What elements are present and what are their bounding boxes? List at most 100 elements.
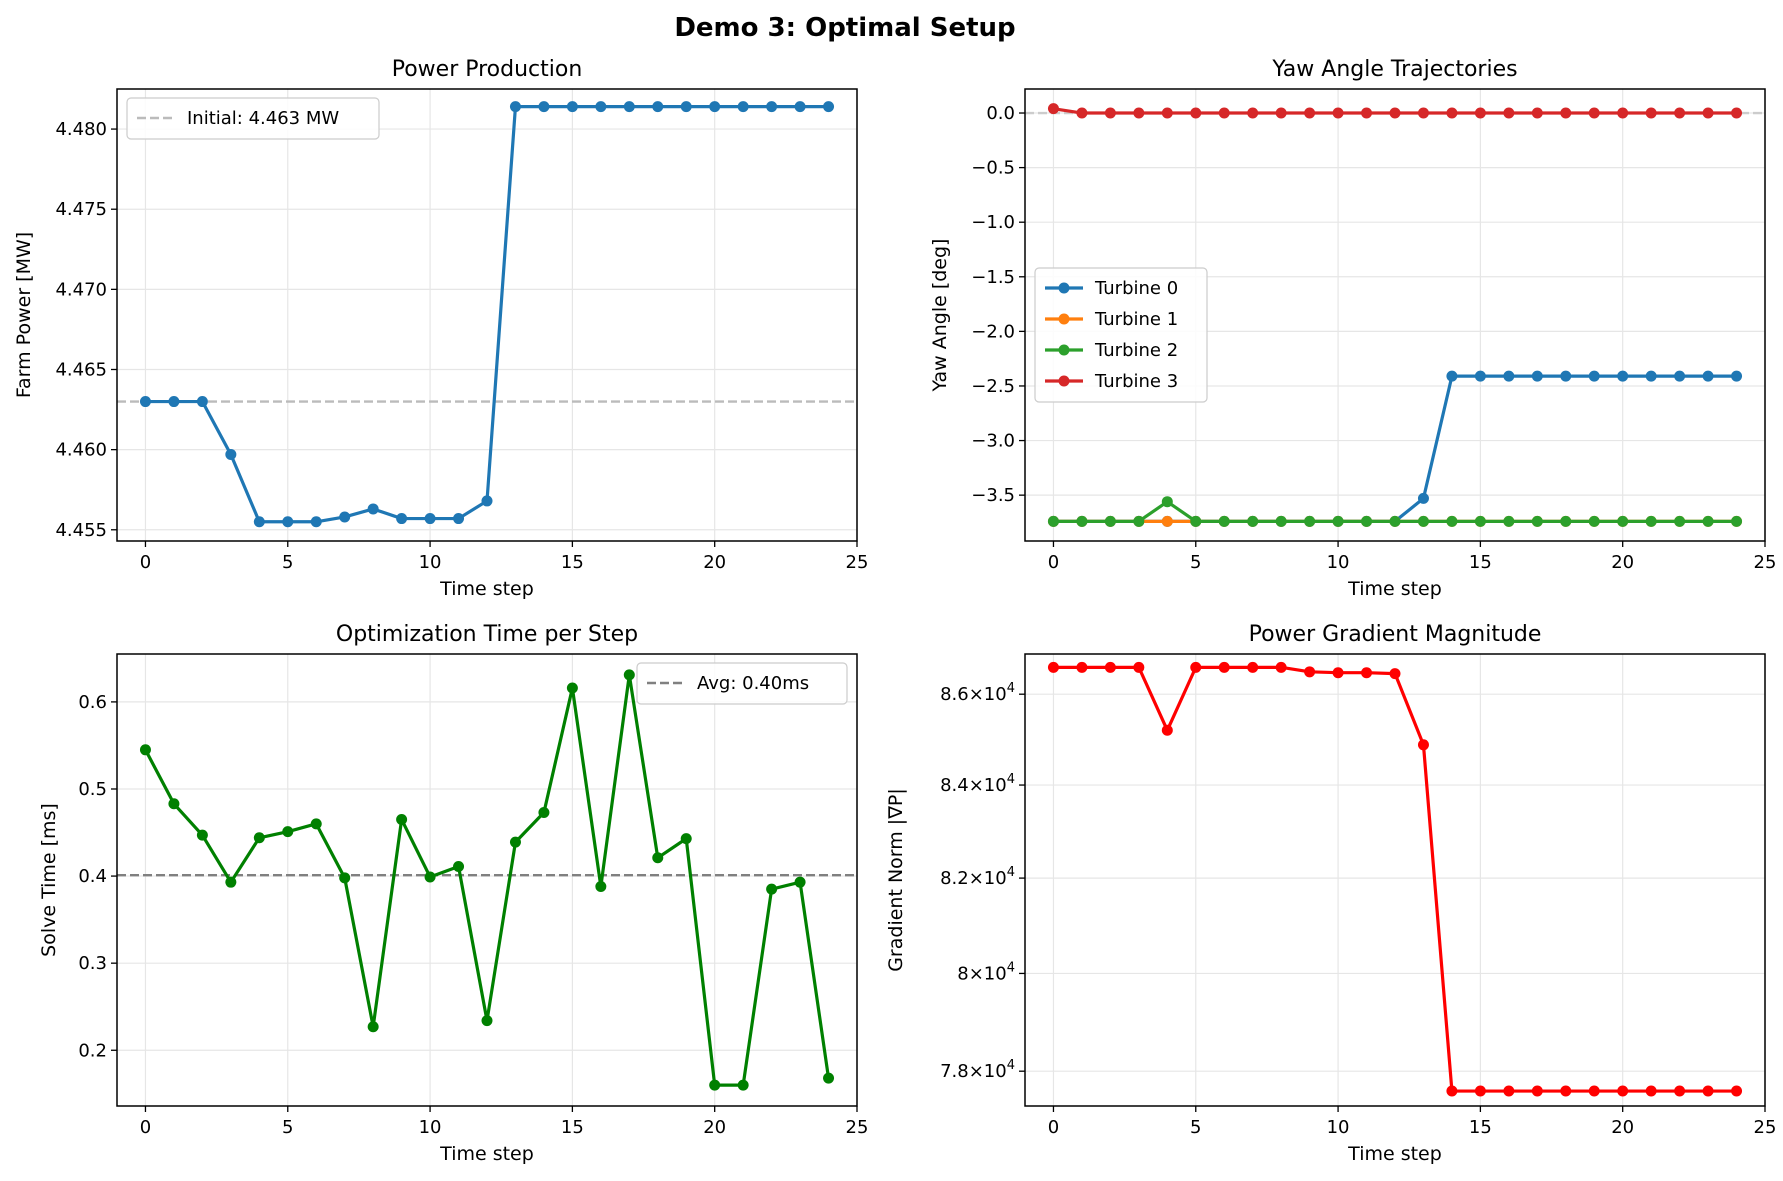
data-point <box>1361 515 1373 527</box>
data-point <box>1417 515 1429 527</box>
data-point <box>367 1021 379 1033</box>
data-point <box>1446 515 1458 527</box>
x-axis-label: Time step <box>439 1143 534 1165</box>
data-point <box>1560 107 1572 119</box>
chart-title: Power Gradient Magnitude <box>1249 622 1542 647</box>
data-point <box>1560 515 1572 527</box>
data-point <box>1304 515 1316 527</box>
data-point <box>595 881 607 893</box>
data-point <box>652 101 664 113</box>
data-point <box>1275 661 1287 673</box>
data-point <box>481 1015 493 1027</box>
chart-title: Yaw Angle Trajectories <box>1271 57 1517 82</box>
y-tick-label: 4.480 <box>55 119 107 140</box>
x-tick-label: 20 <box>1611 1117 1634 1138</box>
x-tick-label: 10 <box>1327 1117 1350 1138</box>
data-point <box>1531 107 1543 119</box>
data-point <box>1247 107 1259 119</box>
data-point <box>794 876 806 888</box>
y-tick-label: −1.0 <box>971 212 1015 233</box>
data-point <box>282 826 294 838</box>
data-point <box>310 516 322 528</box>
x-tick-label: 10 <box>419 1117 442 1138</box>
y-axis-label: Farm Power [MW] <box>13 232 35 398</box>
plot-frame <box>116 653 858 1107</box>
data-point <box>282 516 294 528</box>
data-point <box>310 818 322 830</box>
x-axis-label: Time step <box>439 578 534 600</box>
data-point <box>1332 667 1344 679</box>
data-point <box>139 396 151 408</box>
data-point <box>737 1079 749 1091</box>
data-point <box>1161 724 1173 736</box>
data-point <box>766 101 778 113</box>
data-point <box>595 101 607 113</box>
data-point <box>1133 107 1145 119</box>
x-tick-label: 25 <box>846 1117 869 1138</box>
data-point <box>1588 107 1600 119</box>
data-point <box>1645 107 1657 119</box>
data-point <box>766 883 778 895</box>
x-tick-label: 10 <box>419 552 442 573</box>
x-tick-label: 10 <box>1327 552 1350 573</box>
y-tick-label: −1.5 <box>971 267 1015 288</box>
data-point <box>1389 107 1401 119</box>
data-point <box>1161 107 1173 119</box>
y-axis-label: Solve Time [ms] <box>38 803 60 957</box>
y-tick-label: −0.5 <box>971 158 1015 179</box>
y-tick-label: 0.4 <box>78 866 107 887</box>
data-point <box>367 503 379 515</box>
data-point <box>709 1079 721 1091</box>
data-point <box>1247 661 1259 673</box>
data-point <box>1446 1085 1458 1097</box>
data-point <box>1047 515 1059 527</box>
data-point <box>680 101 692 113</box>
x-tick-label: 0 <box>1048 552 1059 573</box>
y-tick-label: 0.3 <box>78 953 107 974</box>
chart-panel-1: 0 5 10 15 20 25 0.0 −0.5 −1.0 −1.5 −2.0 −2.5 −3.0 −3.… <box>929 57 1776 600</box>
y-tick-label: 0.5 <box>78 779 107 800</box>
data-point <box>1275 515 1287 527</box>
data-point <box>1617 107 1629 119</box>
data-point <box>1361 667 1373 679</box>
data-point <box>1503 370 1515 382</box>
data-point <box>538 101 550 113</box>
data-point <box>509 836 521 848</box>
data-point <box>1417 107 1429 119</box>
data-point <box>453 861 465 873</box>
data-point <box>1218 515 1230 527</box>
data-point <box>652 852 664 864</box>
data-point <box>1645 370 1657 382</box>
data-point <box>1104 661 1116 673</box>
data-point <box>1275 107 1287 119</box>
x-tick-label: 5 <box>282 552 293 573</box>
data-point <box>196 396 208 408</box>
legend-box <box>1034 267 1208 403</box>
data-point <box>396 813 408 825</box>
y-tick-label: 4.460 <box>55 440 107 461</box>
data-point <box>823 101 835 113</box>
legend-label: Turbine 2 <box>1094 340 1178 361</box>
data-point <box>139 744 151 756</box>
y-tick-label: 7.8×104 <box>940 1058 1015 1082</box>
data-point <box>1617 515 1629 527</box>
legend-label: Turbine 0 <box>1094 278 1178 299</box>
data-point <box>1503 515 1515 527</box>
data-point <box>1474 370 1486 382</box>
legend-box <box>126 97 380 140</box>
plot-frame <box>116 88 858 542</box>
data-point <box>1531 1085 1543 1097</box>
data-point <box>1247 515 1259 527</box>
x-tick-label: 15 <box>1469 552 1492 573</box>
data-point <box>1674 515 1686 527</box>
y-tick-label: 8.4×104 <box>940 772 1015 796</box>
data-point <box>339 872 351 884</box>
data-point <box>1731 1085 1743 1097</box>
data-point <box>680 833 692 845</box>
y-tick-label: −3.5 <box>971 485 1015 506</box>
data-point <box>1702 515 1714 527</box>
data-point <box>1133 515 1145 527</box>
data-point <box>253 832 265 844</box>
legend-label: Turbine 1 <box>1094 309 1178 330</box>
